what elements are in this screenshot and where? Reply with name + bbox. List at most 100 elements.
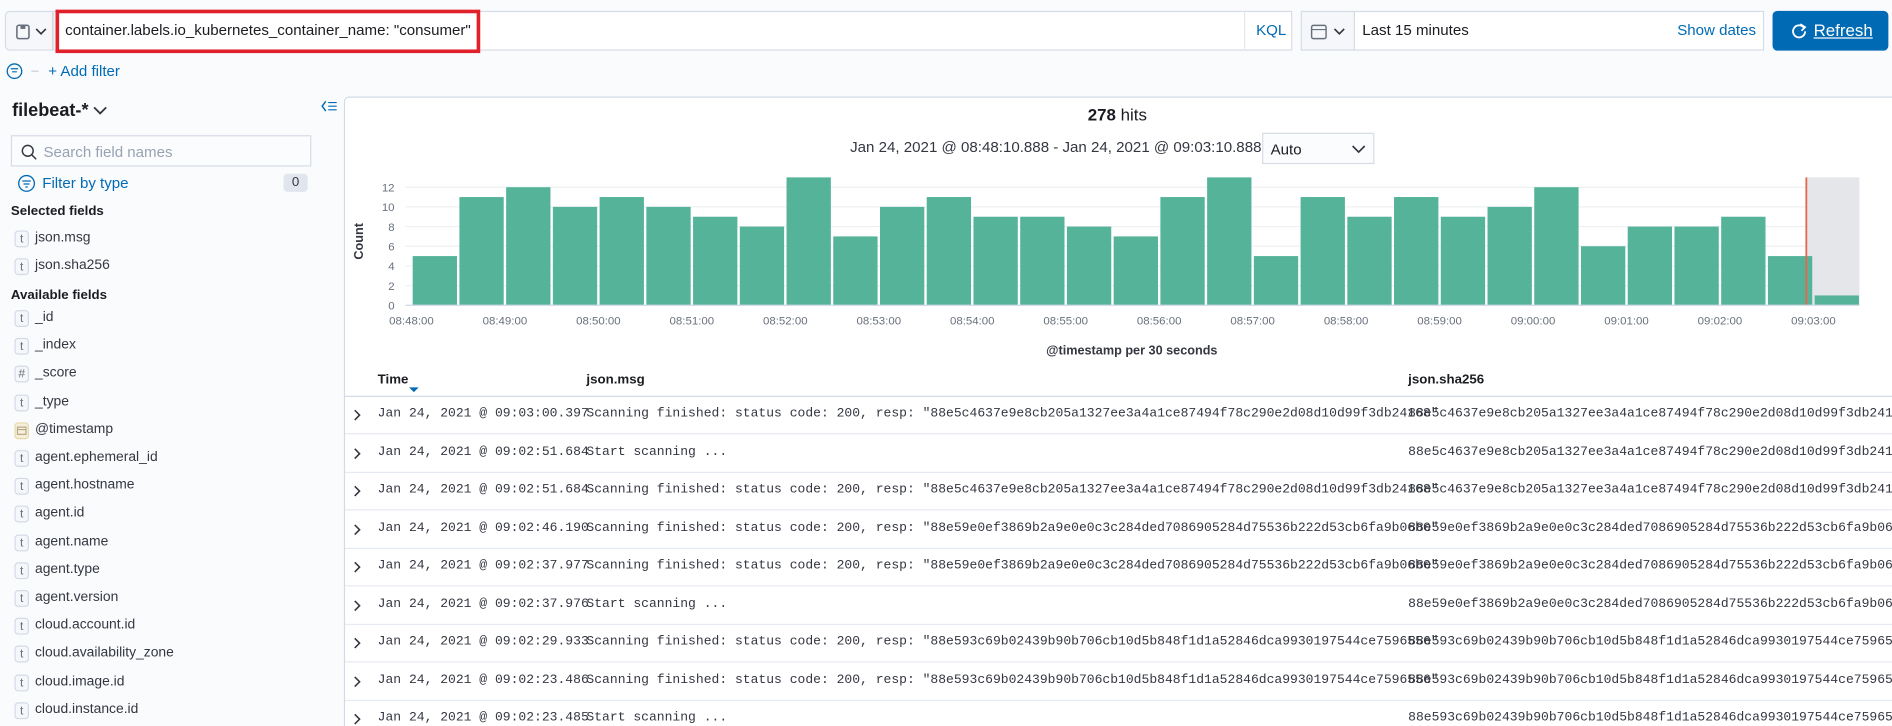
cell-time: Jan 24, 2021 @ 09:03:00.397 xyxy=(377,406,589,422)
field-name[interactable]: json.msg xyxy=(34,230,91,245)
expand-toggle[interactable] xyxy=(350,521,364,543)
x-tick-label: 08:53:00 xyxy=(856,316,901,328)
bar xyxy=(646,206,691,306)
bar xyxy=(973,216,1018,306)
field-type-icon: t xyxy=(14,646,29,663)
field-name[interactable]: _id xyxy=(34,310,54,325)
field-name[interactable]: @timestamp xyxy=(34,422,114,437)
field-search[interactable]: Search field names xyxy=(10,135,312,167)
cell-msg: Scanning finished: status code: 200, res… xyxy=(586,406,1439,422)
filter-type-icon xyxy=(18,174,36,192)
refresh-button[interactable]: Refresh xyxy=(1772,10,1889,51)
cell-msg: Start scanning ... xyxy=(586,710,728,726)
bar xyxy=(459,197,504,306)
field-name[interactable]: cloud.account.id xyxy=(34,618,136,633)
query-text[interactable]: container.labels.io_kubernetes_container… xyxy=(65,21,471,39)
x-tick-label: 09:01:00 xyxy=(1604,316,1649,328)
y-tick-label: 4 xyxy=(388,261,395,273)
field-name[interactable]: _type xyxy=(34,394,69,409)
bar xyxy=(1580,246,1626,306)
chevron xyxy=(354,447,361,459)
date-picker[interactable] xyxy=(1353,10,1765,51)
expand-toggle[interactable] xyxy=(350,559,364,581)
bar xyxy=(1020,216,1065,306)
expand-toggle[interactable] xyxy=(350,597,364,619)
field-name[interactable]: agent.id xyxy=(34,506,85,521)
refresh-label: Refresh xyxy=(1813,20,1873,40)
field-type-icon: t xyxy=(14,534,29,551)
bar xyxy=(926,197,972,306)
field-name[interactable]: _index xyxy=(34,338,76,353)
partial-bucket xyxy=(1806,177,1860,306)
field-name[interactable]: cloud.instance.id xyxy=(34,702,139,717)
expand-toggle[interactable] xyxy=(350,673,364,695)
add-filter[interactable]: + Add filter xyxy=(48,62,120,80)
interval-select[interactable]: Auto xyxy=(1262,132,1375,165)
expand-toggle[interactable] xyxy=(350,635,364,657)
field-name[interactable]: agent.type xyxy=(34,562,100,577)
bar xyxy=(1066,226,1112,306)
hits-label: hits xyxy=(1120,104,1147,125)
field-name[interactable]: cloud.image.id xyxy=(34,674,125,689)
bar xyxy=(1300,197,1345,306)
kql-button[interactable]: KQL xyxy=(1256,21,1287,39)
field-name[interactable]: json.sha256 xyxy=(34,258,110,273)
bar xyxy=(1487,206,1532,306)
x-axis-title: @timestamp per 30 seconds xyxy=(1046,344,1217,358)
index-pattern[interactable]: filebeat-* xyxy=(12,100,89,121)
collapse-icon[interactable] xyxy=(320,98,339,115)
row-border xyxy=(345,471,1892,473)
field-name[interactable]: _score xyxy=(34,366,77,381)
divider xyxy=(1244,10,1246,51)
bar xyxy=(552,206,598,306)
filter-by-type[interactable]: Filter by type xyxy=(42,174,129,192)
arrow xyxy=(409,387,419,393)
bar xyxy=(1627,226,1673,306)
cell-sha: 88e593c69b02439b90b706cb10d5b848f1d1a528… xyxy=(1408,634,1892,650)
field-name[interactable]: cloud.availability_zone xyxy=(34,646,174,661)
time-range[interactable]: Last 15 minutes xyxy=(1362,21,1469,39)
bar xyxy=(1440,216,1486,306)
field-name[interactable]: agent.name xyxy=(34,534,109,549)
field-name[interactable]: agent.hostname xyxy=(34,478,135,493)
section-title: Selected fields xyxy=(10,203,104,219)
bar xyxy=(599,197,644,306)
row-border xyxy=(345,661,1892,663)
filter-icon[interactable] xyxy=(5,62,41,81)
column-header[interactable]: json.sha256 xyxy=(1408,372,1485,388)
bar xyxy=(506,187,551,306)
field-type-icon: t xyxy=(14,450,29,467)
field-type-icon: t xyxy=(14,230,29,248)
y-tick-label: 8 xyxy=(388,222,394,234)
cell-msg: Scanning finished: status code: 200, res… xyxy=(586,520,1439,536)
icon xyxy=(1792,23,1807,39)
cell-time: Jan 24, 2021 @ 09:02:23.486 xyxy=(377,672,589,688)
bar xyxy=(1113,236,1158,306)
row-border xyxy=(345,623,1892,625)
field-type-icon: # xyxy=(14,366,29,383)
query-bar[interactable] xyxy=(53,10,1293,51)
icon xyxy=(1310,24,1345,40)
column-header[interactable]: json.msg xyxy=(586,372,645,388)
show-dates[interactable]: Show dates xyxy=(1677,21,1757,39)
chevron xyxy=(354,485,361,497)
expand-toggle[interactable] xyxy=(350,483,364,505)
cell-msg: Start scanning ... xyxy=(586,596,728,612)
y-tick-label: 10 xyxy=(382,202,395,214)
saved-query-button[interactable] xyxy=(4,10,54,51)
cell-time: Jan 24, 2021 @ 09:02:23.485 xyxy=(377,710,589,726)
cell-msg: Start scanning ... xyxy=(586,444,728,460)
column-header[interactable]: Time xyxy=(377,372,409,388)
field-name[interactable]: agent.version xyxy=(34,590,119,605)
field-name[interactable]: agent.ephemeral_id xyxy=(34,450,158,465)
expand-toggle[interactable] xyxy=(350,407,364,429)
search-placeholder: Search field names xyxy=(43,143,173,161)
expand-toggle[interactable] xyxy=(350,711,364,726)
field-type-icon: t xyxy=(14,674,29,691)
bar xyxy=(1253,256,1299,306)
expand-toggle[interactable] xyxy=(350,445,364,467)
quick-menu-button[interactable] xyxy=(1300,10,1356,51)
x-tick-label: 08:57:00 xyxy=(1230,316,1275,328)
y-tick-label: 6 xyxy=(388,241,394,253)
chevron xyxy=(1352,145,1366,154)
